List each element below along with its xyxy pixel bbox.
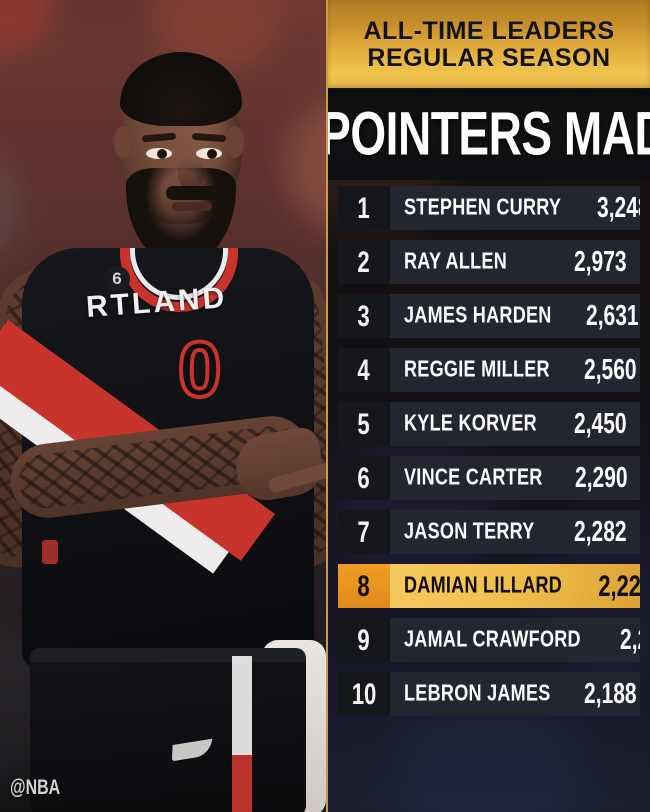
stat-value: 2,282 [574, 515, 627, 548]
table-row: 2 RAY ALLEN 2,973 [338, 240, 640, 284]
player-name-value: STEPHEN CURRY [404, 194, 562, 221]
player-name-cell: STEPHEN CURRY [390, 194, 587, 221]
rank-cell: 10 [338, 672, 390, 716]
stat-value-cell: 2,222 [588, 568, 640, 603]
player-name-cell: REGGIE MILLER [390, 356, 574, 383]
stat-value-cell: 2,290 [565, 461, 640, 494]
rank-value: 7 [357, 514, 371, 548]
rank-cell: 6 [338, 456, 390, 500]
table-row: 6 VINCE CARTER 2,290 [338, 456, 640, 500]
table-row: 10 LEBRON JAMES 2,188 [338, 672, 640, 716]
stat-value: 2,973 [574, 245, 627, 278]
stat-value-cell: 2,188 [574, 677, 640, 710]
player-name-value: RAY ALLEN [404, 248, 508, 275]
table-row: 9 JAMAL CRAWFORD 2,221 [338, 618, 640, 662]
player-name-cell: JAMAL CRAWFORD [390, 626, 610, 653]
leaders-list: 1 STEPHEN CURRY 3,248 2 RAY ALLEN 2,973 3 JAMES… [328, 180, 650, 716]
player-name-value: JASON TERRY [404, 518, 535, 545]
player-name-cell: JAMES HARDEN [390, 302, 576, 329]
rank-cell: 4 [338, 348, 390, 392]
stat-value: 2,222 [598, 568, 640, 603]
player-eye-right [196, 148, 222, 159]
header-line-1: ALL-TIME LEADERS [363, 17, 615, 45]
rank-value: 3 [357, 298, 371, 332]
panel-header: ALL-TIME LEADERS REGULAR SEASON [328, 0, 650, 88]
player-name-cell: JASON TERRY [390, 518, 564, 545]
rank-value: 5 [357, 406, 371, 440]
player-shorts [30, 648, 306, 812]
stat-value-cell: 2,282 [564, 515, 640, 548]
stat-value: 2,631 [585, 299, 639, 332]
stat-value: 3,248 [596, 191, 640, 224]
player-name-value: JAMAL CRAWFORD [404, 626, 581, 653]
player-name-cell: DAMIAN LILLARD [390, 572, 588, 599]
rank-cell: 2 [338, 240, 390, 284]
player-mustache [166, 186, 218, 200]
stat-value-cell: 2,450 [564, 407, 640, 440]
rank-value: 10 [351, 676, 377, 710]
stat-value: 2,290 [575, 461, 628, 494]
rank-cell: 7 [338, 510, 390, 554]
player-figure: RTLAND 0 6 [0, 52, 326, 812]
player-eye-left [146, 148, 172, 159]
jersey-number: 0 [176, 325, 223, 413]
rank-value: 4 [357, 352, 371, 386]
table-row: 5 KYLE KORVER 2,450 [338, 402, 640, 446]
stat-value: 2,450 [574, 407, 627, 440]
nba-logo-patch-icon [42, 540, 58, 564]
player-hair [120, 52, 242, 126]
player-name-cell: VINCE CARTER [390, 464, 565, 491]
player-ear-right [226, 126, 244, 158]
player-name-cell: LEBRON JAMES [390, 680, 574, 707]
title-band: 3-POINTERS MADE [328, 88, 650, 180]
stat-value: 2,221 [619, 623, 640, 656]
jersey-patch-6: 6 [104, 266, 130, 292]
player-lip [172, 202, 212, 211]
rank-cell: 8 [338, 564, 390, 608]
shorts-waistband [30, 648, 306, 662]
stat-value-cell: 3,248 [587, 191, 640, 224]
player-ear-left [114, 126, 132, 158]
player-name-value: VINCE CARTER [404, 464, 543, 491]
stat-value-cell: 2,560 [574, 353, 640, 386]
table-row: 1 STEPHEN CURRY 3,248 [338, 186, 640, 230]
rank-value: 8 [357, 568, 371, 602]
stat-value-cell: 2,221 [610, 623, 640, 656]
rank-value: 9 [357, 622, 371, 656]
table-row: 3 JAMES HARDEN 2,631 [338, 294, 640, 338]
table-row: 4 REGGIE MILLER 2,560 [338, 348, 640, 392]
player-name-value: DAMIAN LILLARD [404, 572, 563, 599]
rank-cell: 5 [338, 402, 390, 446]
table-row: 7 JASON TERRY 2,282 [338, 510, 640, 554]
rank-value: 2 [357, 244, 371, 278]
rank-cell: 3 [338, 294, 390, 338]
rank-cell: 1 [338, 186, 390, 230]
rank-cell: 9 [338, 618, 390, 662]
rank-value: 6 [357, 460, 371, 494]
table-row: 8 DAMIAN LILLARD 2,222 [338, 564, 640, 608]
player-name-cell: KYLE KORVER [390, 410, 564, 437]
player-name-cell: RAY ALLEN [390, 248, 564, 275]
player-name-value: LEBRON JAMES [404, 680, 551, 707]
player-name-value: KYLE KORVER [404, 410, 537, 437]
stat-value-cell: 2,631 [576, 299, 640, 332]
stat-value-cell: 2,973 [564, 245, 640, 278]
player-name-value: REGGIE MILLER [404, 356, 550, 383]
player-photo: RTLAND 0 6 @NBA [0, 0, 326, 812]
player-name-value: JAMES HARDEN [404, 302, 552, 329]
page-title: 3-POINTERS MADE [326, 99, 650, 169]
header-line-2: REGULAR SEASON [367, 44, 611, 72]
stat-value: 2,560 [583, 353, 637, 386]
stat-value: 2,188 [584, 677, 638, 710]
nba-watermark: @NBA [10, 776, 61, 799]
stats-panel: ALL-TIME LEADERS REGULAR SEASON 3-POINTE… [326, 0, 650, 812]
rank-value: 1 [357, 190, 371, 224]
shorts-side-stripe [232, 656, 252, 812]
